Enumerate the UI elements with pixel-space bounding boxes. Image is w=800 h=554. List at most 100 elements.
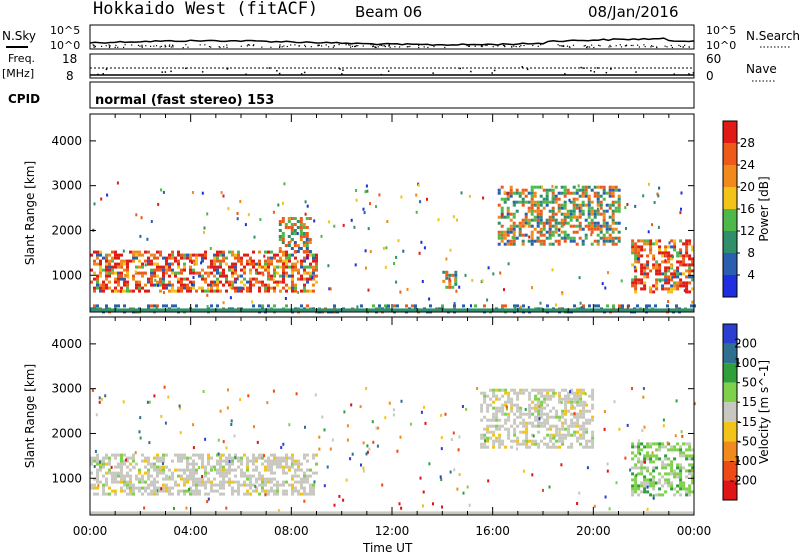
scatter-cell <box>676 269 680 273</box>
scatter-cell <box>509 224 513 228</box>
scatter-cell <box>291 456 294 460</box>
scatter-cell <box>533 227 537 231</box>
scatter-cell <box>276 271 279 275</box>
scatter-cell <box>273 256 276 260</box>
scatter-cell <box>406 287 409 291</box>
scatter-cell <box>296 260 299 264</box>
scatter-cell <box>186 456 189 460</box>
scatter-cell <box>96 256 99 260</box>
nave-point <box>201 71 204 73</box>
scatter-cell <box>561 415 565 419</box>
scatter-cell <box>135 265 138 269</box>
scatter-cell <box>564 433 568 437</box>
scatter-cell <box>165 259 168 263</box>
scatter-cell <box>258 262 261 266</box>
scatter-cell <box>168 283 171 287</box>
scatter-cell <box>198 492 201 496</box>
scatter-cell <box>186 253 189 257</box>
scatter-cell <box>679 248 683 252</box>
scatter-cell <box>315 265 318 269</box>
scatter-cell <box>584 392 587 396</box>
scatter-cell <box>664 259 667 263</box>
scatter-cell <box>534 397 538 401</box>
scatter-cell <box>213 268 216 272</box>
scatter-cell <box>593 191 597 195</box>
scatter-cell <box>649 442 653 446</box>
scatter-cell <box>156 262 159 266</box>
scatter-cell <box>575 191 579 195</box>
colorbar-segment <box>723 460 737 481</box>
scatter-cell <box>207 477 210 481</box>
scatter-cell <box>207 459 210 463</box>
scatter-cell <box>246 483 249 487</box>
scatter-cell <box>261 456 264 460</box>
scatter-cell <box>201 289 204 293</box>
scatter-cell <box>171 459 174 463</box>
scatter-cell <box>513 391 517 395</box>
scatter-cell <box>453 468 456 472</box>
scatter-cell <box>637 460 641 464</box>
scatter-cell <box>573 394 577 398</box>
scatter-cell <box>96 459 99 463</box>
scatter-cell <box>287 226 291 229</box>
nsearch-point <box>515 46 517 48</box>
scatter-cell <box>108 468 111 472</box>
nsearch-point <box>332 46 334 48</box>
scatter-cell <box>225 459 228 463</box>
scatter-cell <box>554 212 558 216</box>
scatter-cell <box>288 274 291 278</box>
scatter-cell <box>476 387 479 390</box>
scatter-cell <box>192 283 195 287</box>
scatter-cell <box>540 415 544 419</box>
scatter-cell <box>522 424 526 428</box>
scatter-cell <box>267 289 270 293</box>
scatter-cell <box>495 427 499 431</box>
scatter-cell <box>210 483 213 487</box>
scatter-cell <box>448 273 452 277</box>
scatter-cell <box>285 456 288 460</box>
scatter-cell <box>661 460 665 464</box>
scatter-cell <box>285 265 288 269</box>
scatter-cell <box>507 394 511 398</box>
scatter-cell <box>126 289 129 293</box>
scatter-cell <box>569 191 573 195</box>
scatter-cell <box>528 415 532 419</box>
scatter-cell <box>500 197 504 201</box>
scatter-cell <box>240 268 243 272</box>
scatter-cell <box>617 194 621 198</box>
scatter-cell <box>643 466 647 470</box>
scatter-cell <box>470 304 472 308</box>
scatter-cell <box>596 191 600 195</box>
scatter-cell <box>643 487 647 491</box>
scatter-cell <box>513 439 517 443</box>
scatter-cell <box>519 409 523 413</box>
scatter-cell <box>362 469 365 473</box>
scatter-cell <box>602 221 606 225</box>
scatter-cell <box>579 394 583 398</box>
scatter-cell <box>156 304 159 308</box>
scatter-cell <box>613 400 616 404</box>
nsearch-point <box>281 46 283 48</box>
scatter-cell <box>518 224 522 228</box>
scatter-cell <box>561 388 565 392</box>
scatter-cell <box>596 227 600 231</box>
scatter-cell <box>312 492 315 496</box>
scatter-cell <box>228 265 231 269</box>
scatter-cell <box>422 504 424 508</box>
scatter-cell <box>673 239 677 243</box>
scatter-cell <box>261 486 264 490</box>
scatter-cell <box>651 451 654 455</box>
scatter-cell <box>278 229 282 232</box>
scatter-cell <box>100 397 103 401</box>
scatter-cell <box>126 286 129 290</box>
scatter-cell <box>549 424 553 428</box>
scatter-cell <box>572 209 576 213</box>
scatter-cell <box>643 475 647 479</box>
scatter-cell <box>525 427 529 431</box>
scatter-cell <box>440 478 443 481</box>
scatter-cell <box>119 289 122 293</box>
scatter-cell <box>554 391 557 395</box>
scatter-cell <box>204 277 207 281</box>
scatter-cell <box>291 289 294 293</box>
scatter-cell <box>634 245 638 249</box>
